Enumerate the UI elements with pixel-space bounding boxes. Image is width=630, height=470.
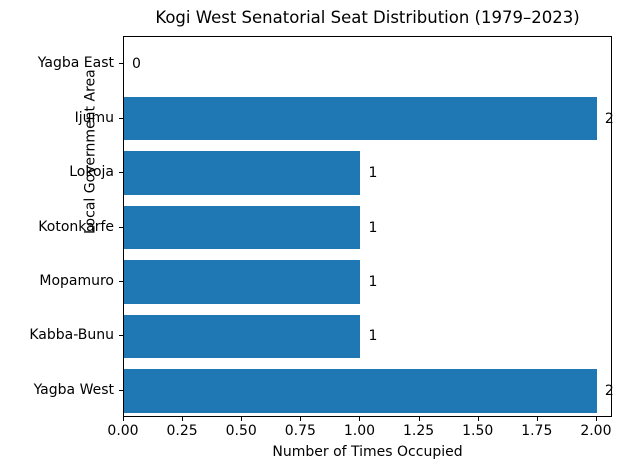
bar-value-label: 2 xyxy=(604,110,614,127)
y-tick-label: Mopamuro xyxy=(39,272,114,289)
x-tick-mark xyxy=(477,417,479,421)
x-tick-label: 0.00 xyxy=(107,423,139,439)
bar-kabba-bunu xyxy=(124,314,361,359)
bar-value-label: 2 xyxy=(604,382,614,399)
y-tick-mark xyxy=(119,117,123,119)
x-tick-mark xyxy=(418,417,420,421)
x-tick-label: 1.00 xyxy=(343,423,376,439)
y-tick-label: Yagba East xyxy=(37,55,114,72)
y-tick-label: Ijumu xyxy=(74,109,114,126)
x-tick-label: 0.75 xyxy=(284,423,316,439)
bar-mopamuro xyxy=(124,260,361,304)
bar-value-label: 1 xyxy=(368,328,378,345)
bar-value-label: 1 xyxy=(368,219,378,236)
chart-title: Kogi West Senatorial Seat Distribution (… xyxy=(155,8,580,27)
y-tick-mark xyxy=(119,226,123,228)
x-tick-mark xyxy=(300,417,302,421)
x-tick-label: 1.25 xyxy=(402,423,435,439)
bar-value-label: 0 xyxy=(132,56,141,73)
x-axis-title: Number of Times Occupied xyxy=(272,444,463,460)
x-tick-label: 2.00 xyxy=(580,423,612,439)
bar-value-label: 1 xyxy=(368,273,378,290)
y-tick-label: Lokoja xyxy=(69,164,114,181)
y-tick-mark xyxy=(119,63,123,65)
x-tick-mark xyxy=(595,417,597,421)
y-tick-mark xyxy=(119,389,123,391)
x-tick-mark xyxy=(359,417,361,421)
x-tick-label: 1.50 xyxy=(462,423,494,439)
plot-area: 0 2 1 1 1 1 2 xyxy=(123,36,614,417)
x-tick-label: 1.75 xyxy=(521,423,553,439)
bar-ijumu xyxy=(124,96,597,141)
x-tick-label: 0.25 xyxy=(166,423,198,439)
y-tick-mark xyxy=(119,335,123,337)
bar-yagba-west xyxy=(124,369,597,413)
x-tick-mark xyxy=(536,417,538,421)
y-tick-label: Yagba West xyxy=(33,381,114,398)
y-tick-label: Kotonkarfe xyxy=(38,218,114,235)
bar-value-label: 1 xyxy=(368,165,378,182)
x-tick-mark xyxy=(182,417,184,421)
bar-lokoja xyxy=(124,151,361,195)
x-tick-mark xyxy=(123,417,124,421)
bar-kotonkarfe xyxy=(124,205,361,250)
x-tick-label: 0.50 xyxy=(225,423,257,439)
y-axis-title: Local Government Area xyxy=(82,69,99,234)
y-tick-mark xyxy=(119,172,123,174)
y-tick-mark xyxy=(119,280,123,282)
y-tick-label: Kabba-Bunu xyxy=(29,327,114,344)
x-tick-mark xyxy=(241,417,243,421)
